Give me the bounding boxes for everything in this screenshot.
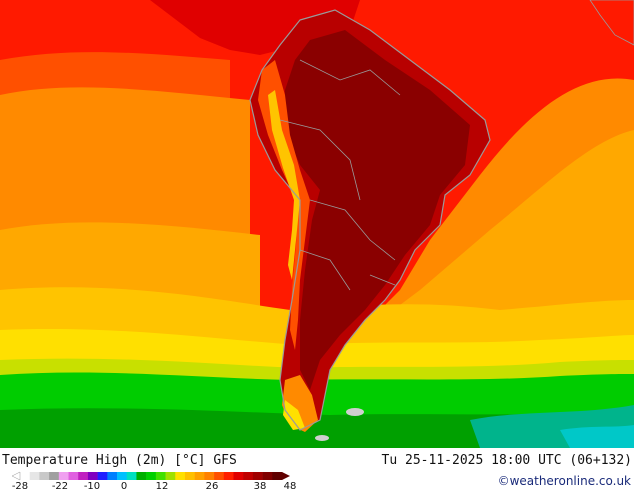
islands-south [315, 408, 364, 441]
legend-swatches [11, 471, 290, 481]
legend-tick-label: 26 [206, 481, 219, 490]
footer-bar: Temperature High (2m) [°C] GFS Tu 25-11-… [0, 448, 634, 490]
legend-swatch [78, 472, 89, 480]
country-borders [279, 59, 401, 291]
legend-swatch [204, 472, 215, 480]
legend-swatch [194, 472, 205, 480]
band-cyan [560, 425, 634, 448]
legend-tick-label: 48 [284, 481, 297, 490]
legend-swatch [175, 472, 186, 480]
andes-core [268, 90, 300, 280]
legend-swatch [20, 472, 30, 480]
legend-swatch [214, 472, 225, 480]
falkland-islands [346, 408, 364, 416]
legend-tick-label: -22 [52, 481, 68, 490]
legend-swatch [107, 472, 118, 480]
small-island [315, 435, 329, 441]
legend-swatch [97, 472, 108, 480]
legend-swatch [49, 472, 60, 480]
northeast-land-outline [589, 0, 634, 46]
legend-swatch [262, 472, 273, 480]
band-dark-green [0, 408, 634, 448]
legend-tick-label: -28 [12, 481, 28, 490]
site-credit[interactable]: ©weatheronline.co.uk [497, 474, 631, 488]
legend-swatch [29, 472, 40, 480]
border-argentina-north [299, 249, 351, 291]
legend-tick-label: 0 [121, 481, 127, 490]
map-canvas [0, 0, 634, 448]
continent-coastline [249, 9, 491, 431]
legend-swatch [243, 472, 254, 480]
border-north [299, 59, 401, 96]
legend-swatch [136, 472, 147, 480]
valid-time: Tu 25-11-2025 18:00 UTC (06+132) [381, 453, 632, 468]
temperature-map [0, 0, 634, 448]
legend-swatch [155, 472, 166, 480]
border-peru-brazil [279, 119, 361, 201]
legend-swatch [126, 472, 137, 480]
color-legend: -28 -22 -10 0 12 26 38 48 [11, 471, 297, 490]
legend-swatch [39, 472, 50, 480]
legend-tick-label: 12 [156, 481, 169, 490]
legend-tick-label: -10 [84, 481, 100, 490]
band-light-orange-east [380, 130, 634, 320]
legend-swatch [233, 472, 244, 480]
legend-swatch [146, 472, 157, 480]
legend-swatch [272, 472, 283, 480]
tierra-del-fuego [283, 400, 305, 430]
border-bolivia [309, 199, 396, 261]
map-title: Temperature High (2m) [°C] GFS [2, 453, 237, 468]
legend-swatch [68, 472, 79, 480]
legend-arrow-left [11, 471, 21, 481]
interior-very-hot [285, 30, 470, 390]
legend-swatch [184, 472, 195, 480]
legend-arrow-right [282, 472, 290, 480]
legend-swatch [223, 472, 234, 480]
legend-tick-label: 38 [254, 481, 267, 490]
legend-swatch [117, 472, 128, 480]
legend-ticks: -28 -22 -10 0 12 26 38 48 [12, 481, 297, 490]
legend-swatch [165, 472, 176, 480]
border-uruguay [369, 274, 396, 286]
legend-swatch [58, 472, 69, 480]
andes-strip [258, 60, 310, 350]
legend-swatch [252, 472, 263, 480]
legend-swatch [87, 472, 98, 480]
